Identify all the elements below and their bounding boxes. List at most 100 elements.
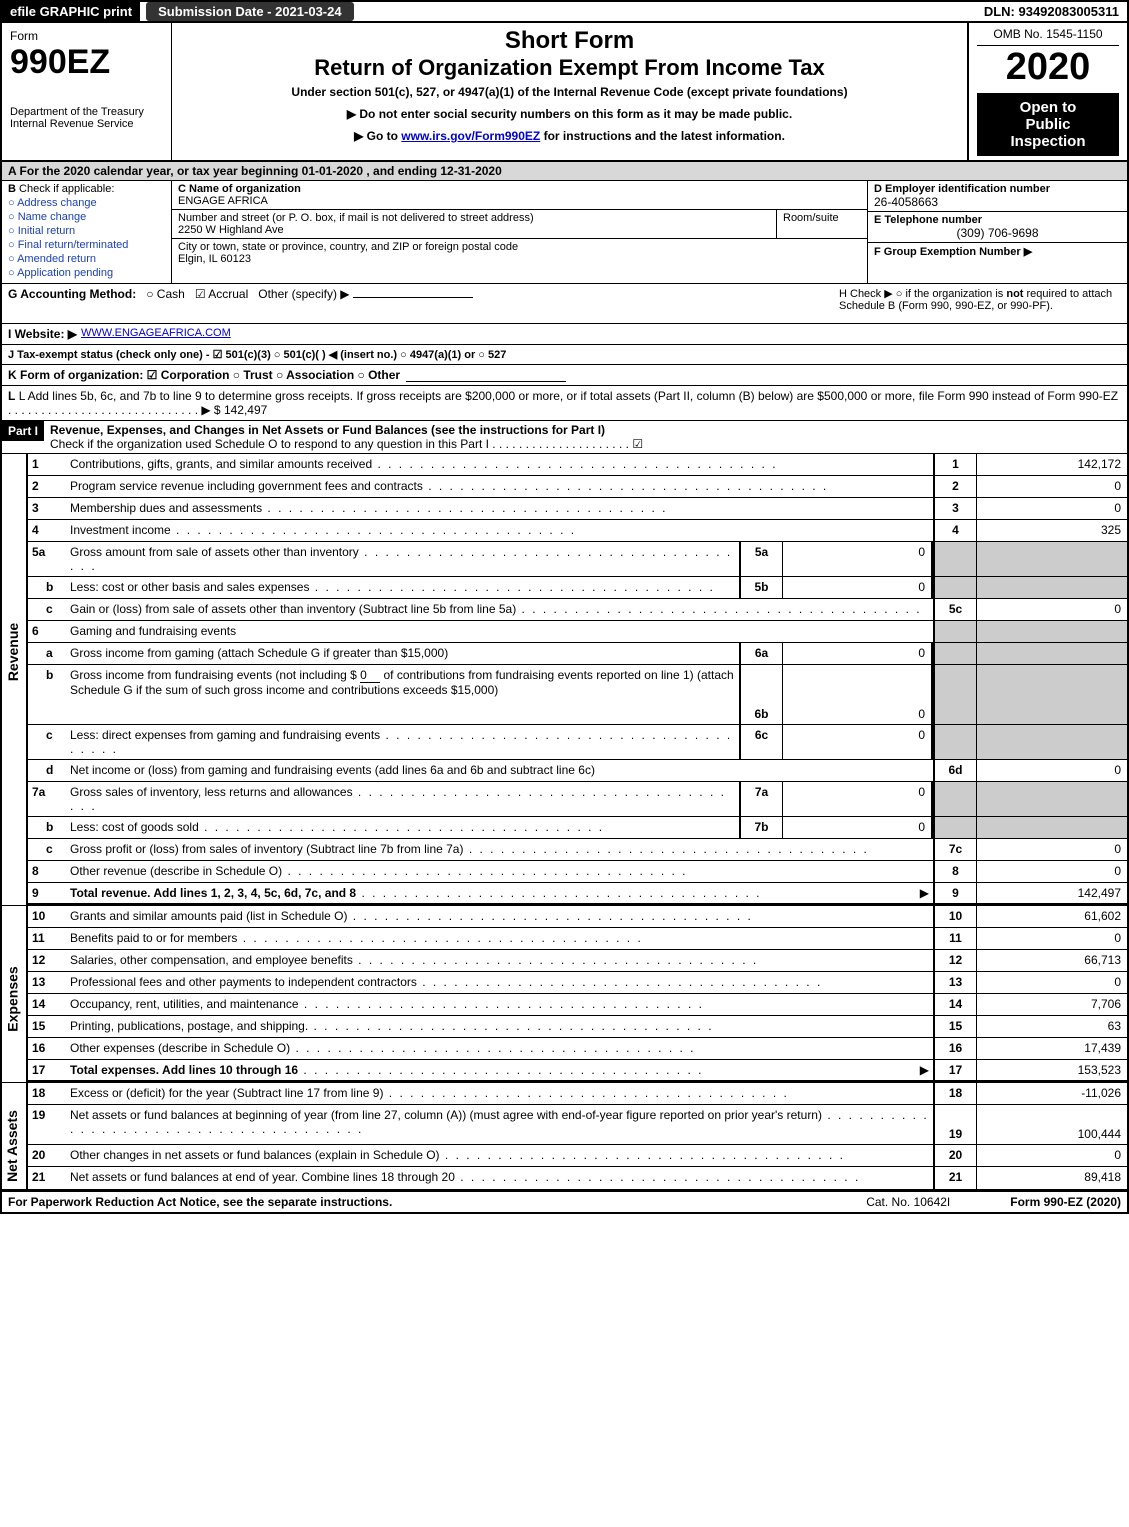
row-k: K Form of organization: ☑ Corporation ○ … (2, 365, 1127, 386)
l10-rn: 10 (933, 906, 977, 927)
c-name-label: C Name of organization (178, 183, 861, 195)
l6b-sv: 0 (783, 665, 933, 724)
line-6b: b Gross income from fundraising events (… (28, 665, 1127, 725)
l6a-d: Gross income from gaming (attach Schedul… (68, 643, 739, 664)
k-text: K Form of organization: ☑ Corporation ○ … (8, 368, 400, 382)
title-return: Return of Organization Exempt From Incom… (180, 55, 959, 81)
part1-sub: Check if the organization used Schedule … (50, 437, 1121, 451)
l19-rn: 19 (933, 1105, 977, 1144)
l11-n: 11 (28, 928, 68, 949)
l7b-sv: 0 (783, 817, 933, 838)
l7a-sn: 7a (739, 782, 783, 816)
website-link[interactable]: WWW.ENGAGEAFRICA.COM (81, 327, 231, 341)
l1-rn: 1 (933, 454, 977, 475)
l6d-rv: 0 (977, 760, 1127, 781)
part1-header-row: Part I Revenue, Expenses, and Changes in… (2, 421, 1127, 454)
l6c-rn-shade (933, 725, 977, 759)
l6b-rn-shade (933, 665, 977, 724)
org-city: Elgin, IL 60123 (178, 253, 861, 265)
l6a-n: a (28, 643, 68, 664)
form-page: efile GRAPHIC print Submission Date - 20… (0, 0, 1129, 1214)
chk-amended-return[interactable]: Amended return (8, 253, 165, 265)
row-i: I Website: ▶ WWW.ENGAGEAFRICA.COM (2, 324, 1127, 345)
chk-application-pending[interactable]: Application pending (8, 267, 165, 279)
line-7c: c Gross profit or (loss) from sales of i… (28, 839, 1127, 861)
l9-n: 9 (28, 883, 68, 903)
efile-print-label[interactable]: efile GRAPHIC print (2, 2, 140, 21)
room-suite-label: Room/suite (777, 210, 867, 238)
l17-rn: 17 (933, 1060, 977, 1080)
l17-rv: 153,523 (977, 1060, 1127, 1080)
l5b-n: b (28, 577, 68, 598)
header-mid-col: Short Form Return of Organization Exempt… (172, 23, 967, 160)
l14-rn: 14 (933, 994, 977, 1015)
line-7a: 7a Gross sales of inventory, less return… (28, 782, 1127, 817)
phone-value: (309) 706-9698 (874, 226, 1121, 240)
l6d-n: d (28, 760, 68, 781)
netassets-section: Net Assets 18 Excess or (deficit) for th… (2, 1083, 1127, 1191)
l16-rn: 16 (933, 1038, 977, 1059)
l2-d: Program service revenue including govern… (68, 476, 933, 497)
l5b-d: Less: cost or other basis and sales expe… (68, 577, 739, 598)
section-def: D Employer identification number 26-4058… (867, 181, 1127, 283)
chk-final-return[interactable]: Final return/terminated (8, 239, 165, 251)
omb-number: OMB No. 1545-1150 (977, 27, 1119, 46)
side-expenses: Expenses (2, 906, 28, 1082)
chk-name-change[interactable]: Name change (8, 211, 165, 223)
j-text: J Tax-exempt status (check only one) - ☑… (8, 348, 506, 361)
side-netassets-label: Net Assets (4, 1110, 20, 1182)
section-c: C Name of organization ENGAGE AFRICA Num… (172, 181, 867, 283)
title-subtitle: Under section 501(c), 527, or 4947(a)(1)… (180, 85, 959, 99)
l6c-sv: 0 (783, 725, 933, 759)
l7b-rn-shade (933, 817, 977, 838)
l5c-n: c (28, 599, 68, 620)
l7b-rv-shade (977, 817, 1127, 838)
section-d: D Employer identification number 26-4058… (868, 181, 1127, 212)
l9-d-text: Total revenue. Add lines 1, 2, 3, 4, 5c,… (70, 886, 356, 900)
page-footer: For Paperwork Reduction Act Notice, see … (2, 1191, 1127, 1212)
l5c-d: Gain or (loss) from sale of assets other… (68, 599, 933, 620)
c-addr-block: Number and street (or P. O. box, if mail… (172, 210, 867, 239)
line-2: 2 Program service revenue including gove… (28, 476, 1127, 498)
part1-badge: Part I (2, 421, 44, 441)
g-other[interactable]: Other (specify) ▶ (258, 287, 473, 320)
part1-sub-text: Check if the organization used Schedule … (50, 437, 629, 451)
l21-rv: 89,418 (977, 1167, 1127, 1189)
irs-link[interactable]: www.irs.gov/Form990EZ (401, 129, 540, 143)
l13-d: Professional fees and other payments to … (68, 972, 933, 993)
part1-check[interactable]: ☑ (632, 437, 643, 451)
c-name-block: C Name of organization ENGAGE AFRICA (172, 181, 867, 210)
l3-rv: 0 (977, 498, 1127, 519)
l13-rn: 13 (933, 972, 977, 993)
c-addr-label: Number and street (or P. O. box, if mail… (178, 212, 770, 224)
l9-rv: 142,497 (977, 883, 1127, 903)
open-to-public-box: Open to Public Inspection (977, 93, 1119, 156)
l7c-d: Gross profit or (loss) from sales of inv… (68, 839, 933, 860)
line-8: 8 Other revenue (describe in Schedule O)… (28, 861, 1127, 883)
l1-n: 1 (28, 454, 68, 475)
line-4: 4 Investment income 4 325 (28, 520, 1127, 542)
line-13: 13 Professional fees and other payments … (28, 972, 1127, 994)
l7c-rn: 7c (933, 839, 977, 860)
l2-rn: 2 (933, 476, 977, 497)
l9-d: Total revenue. Add lines 1, 2, 3, 4, 5c,… (68, 883, 913, 903)
h-not: not (1006, 288, 1023, 300)
l5a-rn-shade (933, 542, 977, 576)
line-21: 21 Net assets or fund balances at end of… (28, 1167, 1127, 1189)
part1-title-wrap: Revenue, Expenses, and Changes in Net As… (44, 421, 1127, 453)
l8-rn: 8 (933, 861, 977, 882)
l14-rv: 7,706 (977, 994, 1127, 1015)
row-h: H Check ▶ ○ if the organization is not r… (839, 287, 1119, 312)
l5c-rv: 0 (977, 599, 1127, 620)
chk-initial-return[interactable]: Initial return (8, 225, 165, 237)
chk-address-change[interactable]: Address change (8, 197, 165, 209)
l15-rn: 15 (933, 1016, 977, 1037)
l7b-n: b (28, 817, 68, 838)
g-cash[interactable]: ○ Cash (146, 287, 185, 320)
l7a-n: 7a (28, 782, 68, 816)
l15-rv: 63 (977, 1016, 1127, 1037)
l17-n: 17 (28, 1060, 68, 1080)
line-14: 14 Occupancy, rent, utilities, and maint… (28, 994, 1127, 1016)
footer-right: Form 990-EZ (2020) (1010, 1195, 1121, 1209)
g-accrual[interactable]: ☑ Accrual (195, 287, 248, 320)
